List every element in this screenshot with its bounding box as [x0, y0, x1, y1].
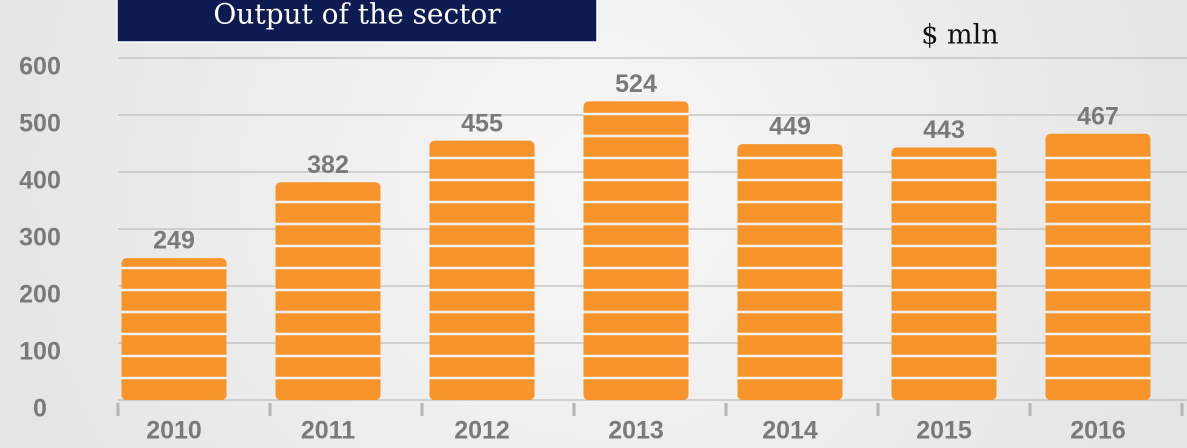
y-tick-label: 600: [19, 53, 61, 81]
bar: [121, 258, 227, 400]
value-label: 443: [923, 116, 965, 144]
title-box: [116, 0, 598, 43]
value-label: 249: [153, 227, 195, 255]
y-tick-label: 0: [33, 395, 47, 423]
y-tick-label: 200: [19, 281, 61, 309]
value-label: 382: [307, 151, 349, 179]
x-tick-label: 2016: [1070, 417, 1126, 445]
value-label: 449: [769, 113, 811, 141]
x-tick-label: 2011: [301, 417, 355, 445]
x-tick-label: 2015: [916, 417, 972, 445]
y-tick-label: 500: [19, 110, 61, 138]
x-tick-label: 2012: [454, 417, 510, 445]
bar: [583, 101, 689, 400]
bar: [737, 144, 843, 400]
x-tick-label: 2013: [608, 417, 664, 445]
x-tick-label: 2014: [762, 417, 818, 445]
value-label: 455: [461, 109, 503, 137]
value-label: 524: [615, 70, 657, 98]
chart-title: Output of the sector: [213, 0, 501, 31]
y-tick-label: 300: [19, 224, 61, 252]
bar: [891, 147, 997, 400]
y-tick-label: 100: [19, 338, 61, 366]
y-tick-label: 400: [19, 167, 61, 195]
unit-label: $ mln: [921, 20, 998, 51]
value-label: 467: [1077, 102, 1119, 130]
x-tick-label: 2010: [146, 417, 202, 445]
